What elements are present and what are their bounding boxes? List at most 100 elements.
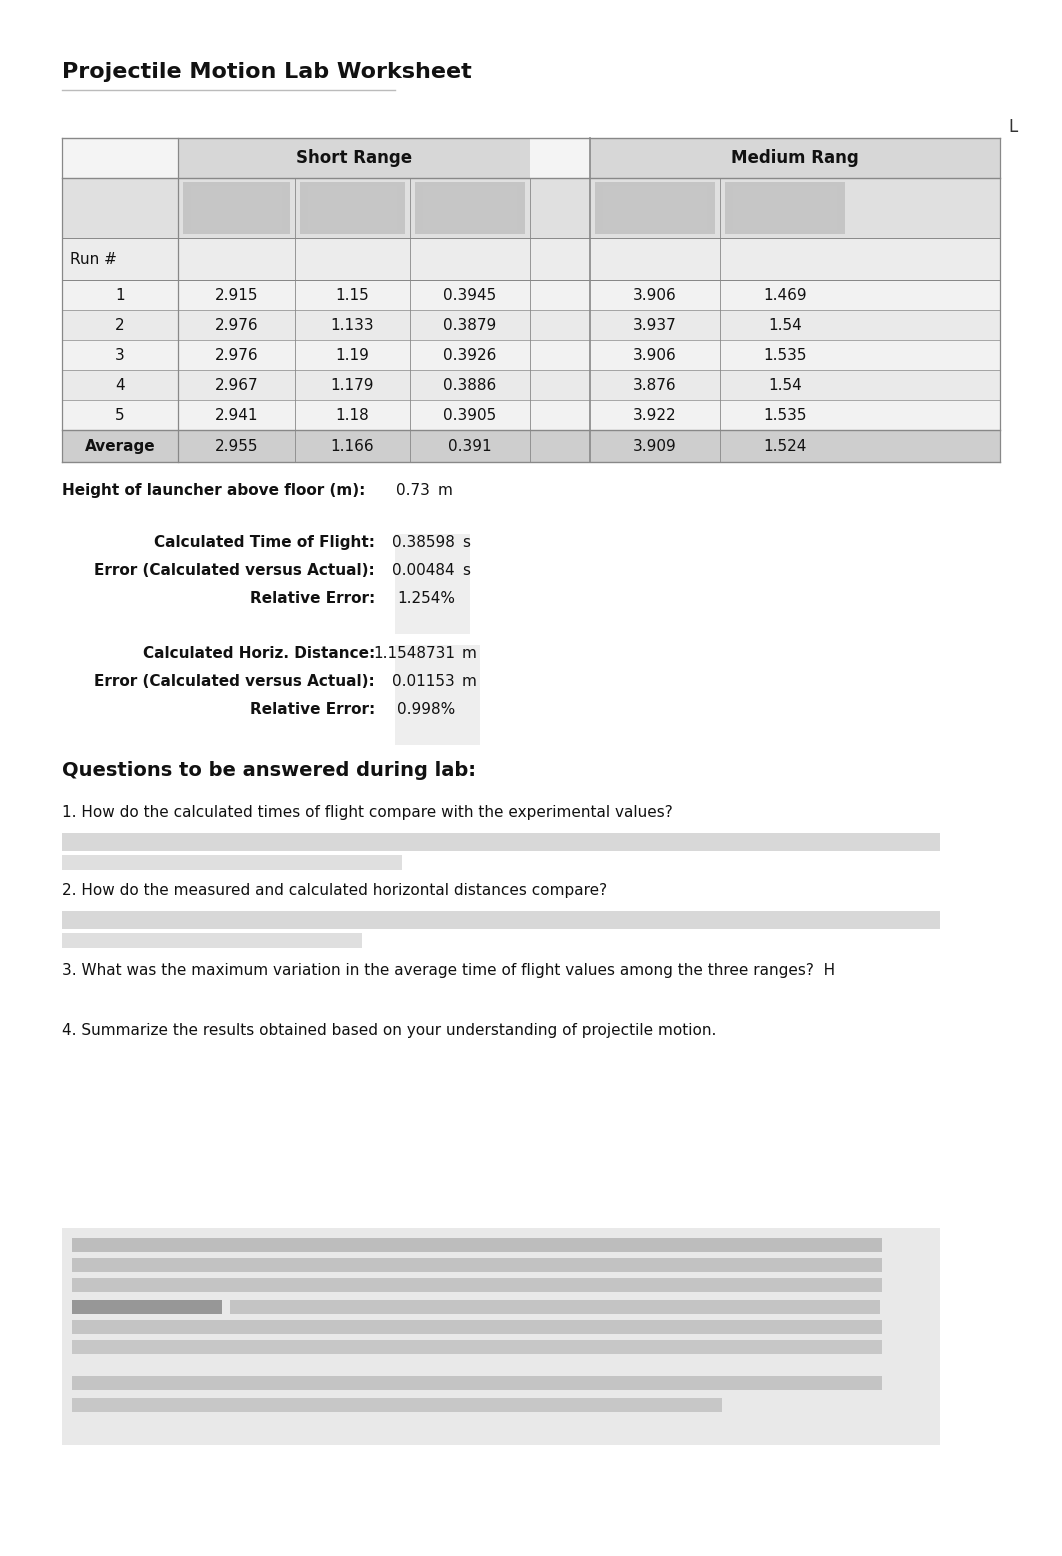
Text: 4. Summarize the results obtained based on your understanding of projectile moti: 4. Summarize the results obtained based … [62,1022,717,1038]
Text: 1.133: 1.133 [330,317,374,333]
Text: 3.906: 3.906 [633,288,676,302]
Text: Error (Calculated versus Actual):: Error (Calculated versus Actual): [95,674,375,688]
Bar [590,138,1000,177]
Text: m: m [462,674,477,688]
Text: 1.54: 1.54 [768,378,802,392]
Text: s: s [462,563,470,577]
Text: 0.38598: 0.38598 [392,535,455,549]
Text: 3.909: 3.909 [633,439,676,453]
Bar [733,187,837,230]
Bar [299,182,405,233]
Text: 1.535: 1.535 [764,347,807,363]
Text: Medium Rang: Medium Rang [731,149,859,166]
Bar [72,1319,883,1333]
Text: Relative Error:: Relative Error: [250,590,375,605]
Text: 2.976: 2.976 [215,347,258,363]
Text: 0.01153: 0.01153 [392,674,455,688]
Text: 1. How do the calculated times of flight compare with the experimental values?: 1. How do the calculated times of flight… [62,804,672,820]
Bar [308,187,397,230]
Bar [72,1376,883,1390]
Text: 1.15: 1.15 [336,288,370,302]
Bar [725,182,845,233]
Bar [72,1277,883,1291]
Bar [72,1257,883,1271]
Text: 0.3886: 0.3886 [443,378,497,392]
Text: s: s [462,535,470,549]
Bar [62,310,1000,341]
Text: 1.469: 1.469 [764,288,807,302]
Text: 3.937: 3.937 [633,317,676,333]
Bar [62,177,1000,238]
Text: 0.73: 0.73 [396,482,430,498]
Text: 2.941: 2.941 [215,408,258,423]
Bar [72,1239,883,1253]
Text: Relative Error:: Relative Error: [250,702,375,716]
Bar [62,854,402,870]
Text: Height of launcher above floor (m):: Height of launcher above floor (m): [62,482,365,498]
Text: Average: Average [85,439,155,453]
Bar [62,280,1000,310]
Text: Questions to be answered during lab:: Questions to be answered during lab: [62,761,476,780]
Bar [595,182,715,233]
Text: Calculated Horiz. Distance:: Calculated Horiz. Distance: [142,646,375,660]
Bar [178,138,530,177]
Text: 2. How do the measured and calculated horizontal distances compare?: 2. How do the measured and calculated ho… [62,882,607,898]
Text: 1.524: 1.524 [764,439,807,453]
Text: L: L [1008,118,1017,135]
Text: 2.955: 2.955 [215,439,258,453]
Bar [62,832,940,851]
Text: 1.166: 1.166 [330,439,374,453]
Text: 3. What was the maximum variation in the average time of flight values among the: 3. What was the maximum variation in the… [62,963,835,979]
Bar [62,370,1000,400]
Text: 2.976: 2.976 [215,317,258,333]
Bar [72,1397,722,1411]
Text: Short Range: Short Range [296,149,412,166]
Text: 2.915: 2.915 [215,288,258,302]
Text: m: m [438,482,452,498]
Text: 0.3945: 0.3945 [443,288,497,302]
Text: 2.967: 2.967 [215,378,258,392]
Text: 0.998%: 0.998% [397,702,455,716]
Bar [230,1299,880,1313]
Text: 3.922: 3.922 [633,408,676,423]
Bar [62,400,1000,429]
Bar [415,182,525,233]
Bar [72,1340,883,1354]
Text: 3: 3 [115,347,125,363]
Bar [62,1228,940,1446]
Text: 0.3926: 0.3926 [443,347,497,363]
Bar [72,1299,222,1313]
Text: 0.3879: 0.3879 [443,317,497,333]
Text: 0.391: 0.391 [448,439,492,453]
Bar [62,238,1000,280]
Bar [395,534,470,633]
Bar [183,182,290,233]
Text: m: m [462,646,477,660]
Text: 3.876: 3.876 [633,378,676,392]
Text: 0.00484: 0.00484 [392,563,455,577]
Text: Error (Calculated versus Actual):: Error (Calculated versus Actual): [95,563,375,577]
Text: 2: 2 [115,317,125,333]
Text: 3.906: 3.906 [633,347,676,363]
Text: 4: 4 [115,378,125,392]
Text: 1.179: 1.179 [330,378,374,392]
Bar [62,910,940,929]
Text: Calculated Time of Flight:: Calculated Time of Flight: [154,535,375,549]
Text: 1.535: 1.535 [764,408,807,423]
Bar [603,187,707,230]
Bar [395,646,480,745]
Text: Projectile Motion Lab Worksheet: Projectile Motion Lab Worksheet [62,62,472,82]
Bar [62,138,1000,462]
Text: 1: 1 [115,288,125,302]
Text: 1.18: 1.18 [336,408,370,423]
Bar [62,934,362,948]
Text: 1.254%: 1.254% [397,590,455,605]
Bar [62,429,1000,462]
Bar [423,187,517,230]
Text: 5: 5 [115,408,125,423]
Text: Run #: Run # [70,252,117,266]
Bar [62,341,1000,370]
Text: 1.54: 1.54 [768,317,802,333]
Text: 1.19: 1.19 [336,347,370,363]
Text: 1.1548731: 1.1548731 [373,646,455,660]
